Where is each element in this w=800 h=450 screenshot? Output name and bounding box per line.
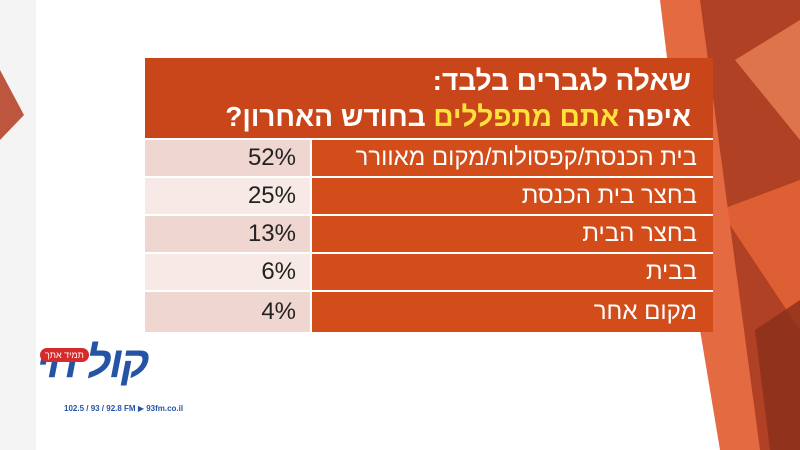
percent-cell: 4% xyxy=(145,292,310,332)
left-triangle-shape xyxy=(0,70,24,140)
station-logo: קול חי תמיד אתך 102.5 / 93 / 92.8 FM ▶ 9… xyxy=(36,338,183,418)
subtitle-before: איפה xyxy=(619,101,691,132)
survey-table: שאלה לגברים בלבד: איפה אתם מתפללים בחודש… xyxy=(145,58,713,332)
logo-frequencies: 102.5 / 93 / 92.8 FM ▶ 93fm.co.il xyxy=(64,404,184,413)
answer-cell: בית הכנסת/קפסולות/מקום מאוורר xyxy=(310,140,713,176)
percent-cell: 6% xyxy=(145,254,310,290)
answer-cell: מקום אחר xyxy=(310,292,713,332)
subtitle-highlight: אתם מתפללים xyxy=(433,101,620,132)
logo-mark: קול חי xyxy=(36,338,150,387)
left-panel-shape xyxy=(0,0,36,450)
right-shape-bottom xyxy=(755,300,800,450)
table-row: 25% בחצר בית הכנסת xyxy=(145,176,713,214)
table-row: 6% בבית xyxy=(145,252,713,290)
answer-cell: בחצר בית הכנסת xyxy=(310,178,713,214)
answer-cell: בחצר הבית xyxy=(310,216,713,252)
percent-cell: 25% xyxy=(145,178,310,214)
table-row: 13% בחצר הבית xyxy=(145,214,713,252)
table-row: 4% מקום אחר xyxy=(145,290,713,332)
percent-cell: 52% xyxy=(145,140,310,176)
right-shape-mid xyxy=(720,180,800,330)
question-subtitle: איפה אתם מתפללים בחודש האחרון? xyxy=(225,100,691,134)
logo-tagline: תמיד אתך xyxy=(40,348,89,362)
table-header: שאלה לגברים בלבד: איפה אתם מתפללים בחודש… xyxy=(145,58,713,138)
subtitle-after: בחודש האחרון? xyxy=(225,101,434,132)
percent-cell: 13% xyxy=(145,216,310,252)
table-row: 52% בית הכנסת/קפסולות/מקום מאוורר xyxy=(145,138,713,176)
question-title: שאלה לגברים בלבד: xyxy=(432,65,691,96)
right-shape-light xyxy=(735,20,800,140)
answer-cell: בבית xyxy=(310,254,713,290)
